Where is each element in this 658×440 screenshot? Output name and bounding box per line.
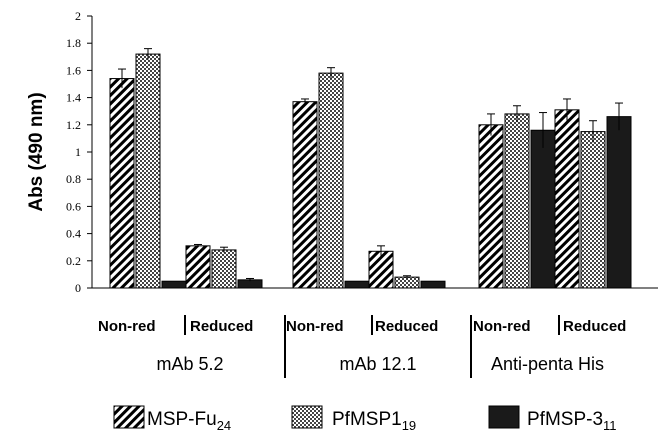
y-tick-label: 0 — [75, 281, 81, 295]
bars — [109, 48, 632, 289]
bar-msp_fu24-2 — [292, 101, 318, 289]
legend-swatch-pfmsp1-19 — [291, 405, 323, 429]
bar-msp_fu24-3 — [368, 250, 394, 289]
y-tick-label: 0.6 — [66, 199, 81, 213]
y-axis: 0 0.2 0.4 0.6 0.8 1 1.2 1.4 1.6 1.8 2 — [66, 9, 93, 295]
legend-swatch-pfmsp3-11 — [488, 405, 520, 429]
legend-swatch-msp-fu24 — [113, 405, 145, 429]
y-tick-label: 0.2 — [66, 254, 81, 268]
bar-msp_fu24-1 — [185, 245, 211, 289]
y-tick-label: 1.2 — [66, 118, 81, 132]
y-tick-label: 0.8 — [66, 172, 81, 186]
legend-label: PfMSP119 — [332, 409, 416, 433]
legend: MSP-Fu24 PfMSP119 PfMSP-311 — [113, 405, 617, 433]
condition-label: Non-red — [473, 318, 531, 335]
group-label: mAb 12.1 — [339, 354, 416, 374]
legend-label: PfMSP-311 — [527, 409, 617, 433]
y-tick-label: 0.4 — [66, 227, 81, 241]
condition-label: Reduced — [563, 318, 626, 335]
bar-msp_fu24-0 — [109, 78, 135, 289]
bar-pfmsp1_19-0 — [135, 53, 161, 289]
y-tick-label: 2 — [75, 9, 81, 23]
condition-label: Non-red — [98, 318, 156, 335]
bar-pfmsp1_19-3 — [394, 276, 420, 289]
condition-label: Non-red — [286, 318, 344, 335]
group-labels: mAb 5.2 mAb 12.1 Anti-penta His — [156, 354, 604, 374]
y-tick-label: 1.6 — [66, 63, 81, 77]
bar-pfmsp3_11-5 — [606, 116, 632, 289]
group-label: mAb 5.2 — [156, 354, 223, 374]
bar-msp_fu24-4 — [478, 124, 504, 289]
bar-pfmsp1_19-2 — [318, 72, 344, 289]
y-axis-label: Abs (490 nm) — [26, 92, 47, 211]
group-label: Anti-penta His — [491, 354, 604, 374]
bar-pfmsp3_11-4 — [530, 129, 556, 289]
legend-label: MSP-Fu24 — [147, 409, 231, 433]
group-dividers — [284, 315, 472, 378]
bar-pfmsp3_11-2 — [344, 280, 370, 289]
condition-label: Reduced — [190, 318, 253, 335]
condition-label: Reduced — [375, 318, 438, 335]
bar-pfmsp3_11-3 — [420, 280, 446, 289]
y-tick-label: 1 — [75, 145, 81, 159]
bar-msp_fu24-5 — [554, 109, 580, 289]
bar-pfmsp1_19-1 — [211, 249, 237, 289]
bar-pfmsp1_19-5 — [580, 131, 606, 289]
y-tick-label: 1.4 — [66, 91, 81, 105]
bar-pfmsp3_11-0 — [161, 280, 187, 289]
condition-labels: Non-red Reduced Non-red Reduced Non-red … — [98, 315, 626, 335]
y-tick-label: 1.8 — [66, 36, 81, 50]
bar-pfmsp1_19-4 — [504, 113, 530, 289]
